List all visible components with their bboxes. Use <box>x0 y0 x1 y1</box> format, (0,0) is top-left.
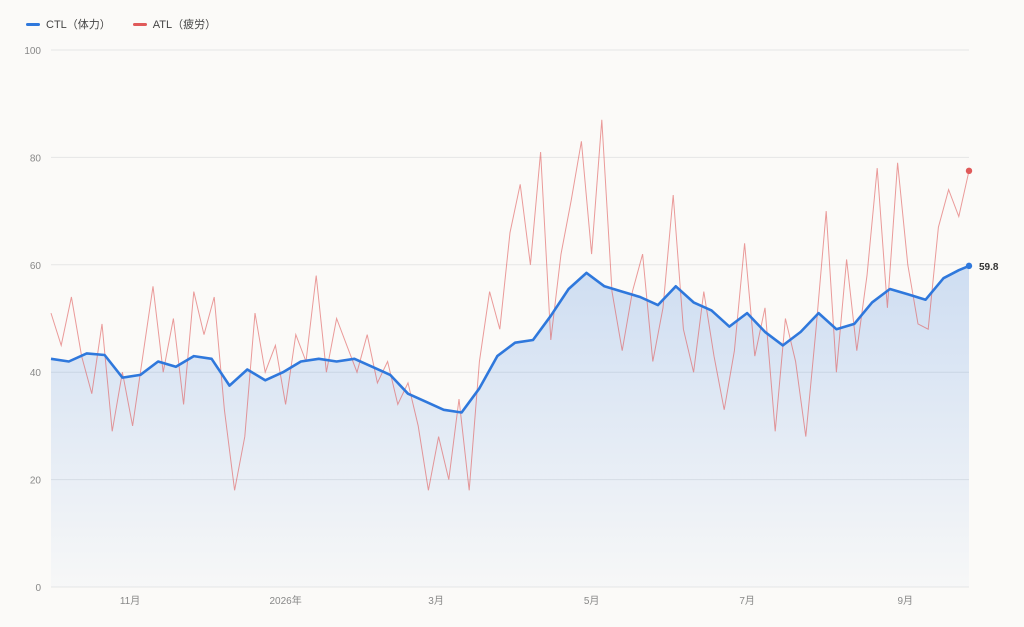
y-tick-label: 100 <box>24 46 41 57</box>
atl-swatch <box>132 22 147 26</box>
chart-legend: CTL（体力） ATL（疲労） <box>26 16 216 32</box>
x-tick-label: 2026年 <box>269 594 301 607</box>
y-tick-label: 60 <box>30 261 42 272</box>
x-tick-label: 7月 <box>739 595 755 607</box>
legend-item-ctl[interactable]: CTL（体力） <box>26 16 111 32</box>
ctl-series-line <box>50 264 970 414</box>
legend-label-atl: ATL（疲労） <box>152 19 217 31</box>
x-axis-ticks: 11月 2026年 3月 5月 7月 9月 <box>120 594 913 607</box>
atl-last-point[interactable] <box>965 167 973 175</box>
ctl-swatch <box>26 22 40 26</box>
atl-series-line <box>50 119 970 491</box>
y-tick-label: 80 <box>30 153 42 164</box>
y-tick-label: 0 <box>35 583 41 594</box>
legend-label-ctl: CTL（体力） <box>46 19 111 31</box>
ctl-last-value-label: 59.8 <box>979 262 999 273</box>
x-tick-label: 3月 <box>428 595 444 607</box>
x-tick-label: 11月 <box>120 595 140 607</box>
y-axis-ticks: 0 20 40 60 80 100 <box>24 46 41 594</box>
x-tick-label: 9月 <box>897 595 913 607</box>
x-tick-label: 5月 <box>584 595 600 607</box>
y-tick-label: 20 <box>30 476 42 487</box>
legend-item-atl[interactable]: ATL（疲労） <box>132 16 217 32</box>
y-tick-label: 40 <box>30 368 42 379</box>
ctl-last-point[interactable] <box>965 262 973 270</box>
ctl-area-fill <box>51 265 969 587</box>
